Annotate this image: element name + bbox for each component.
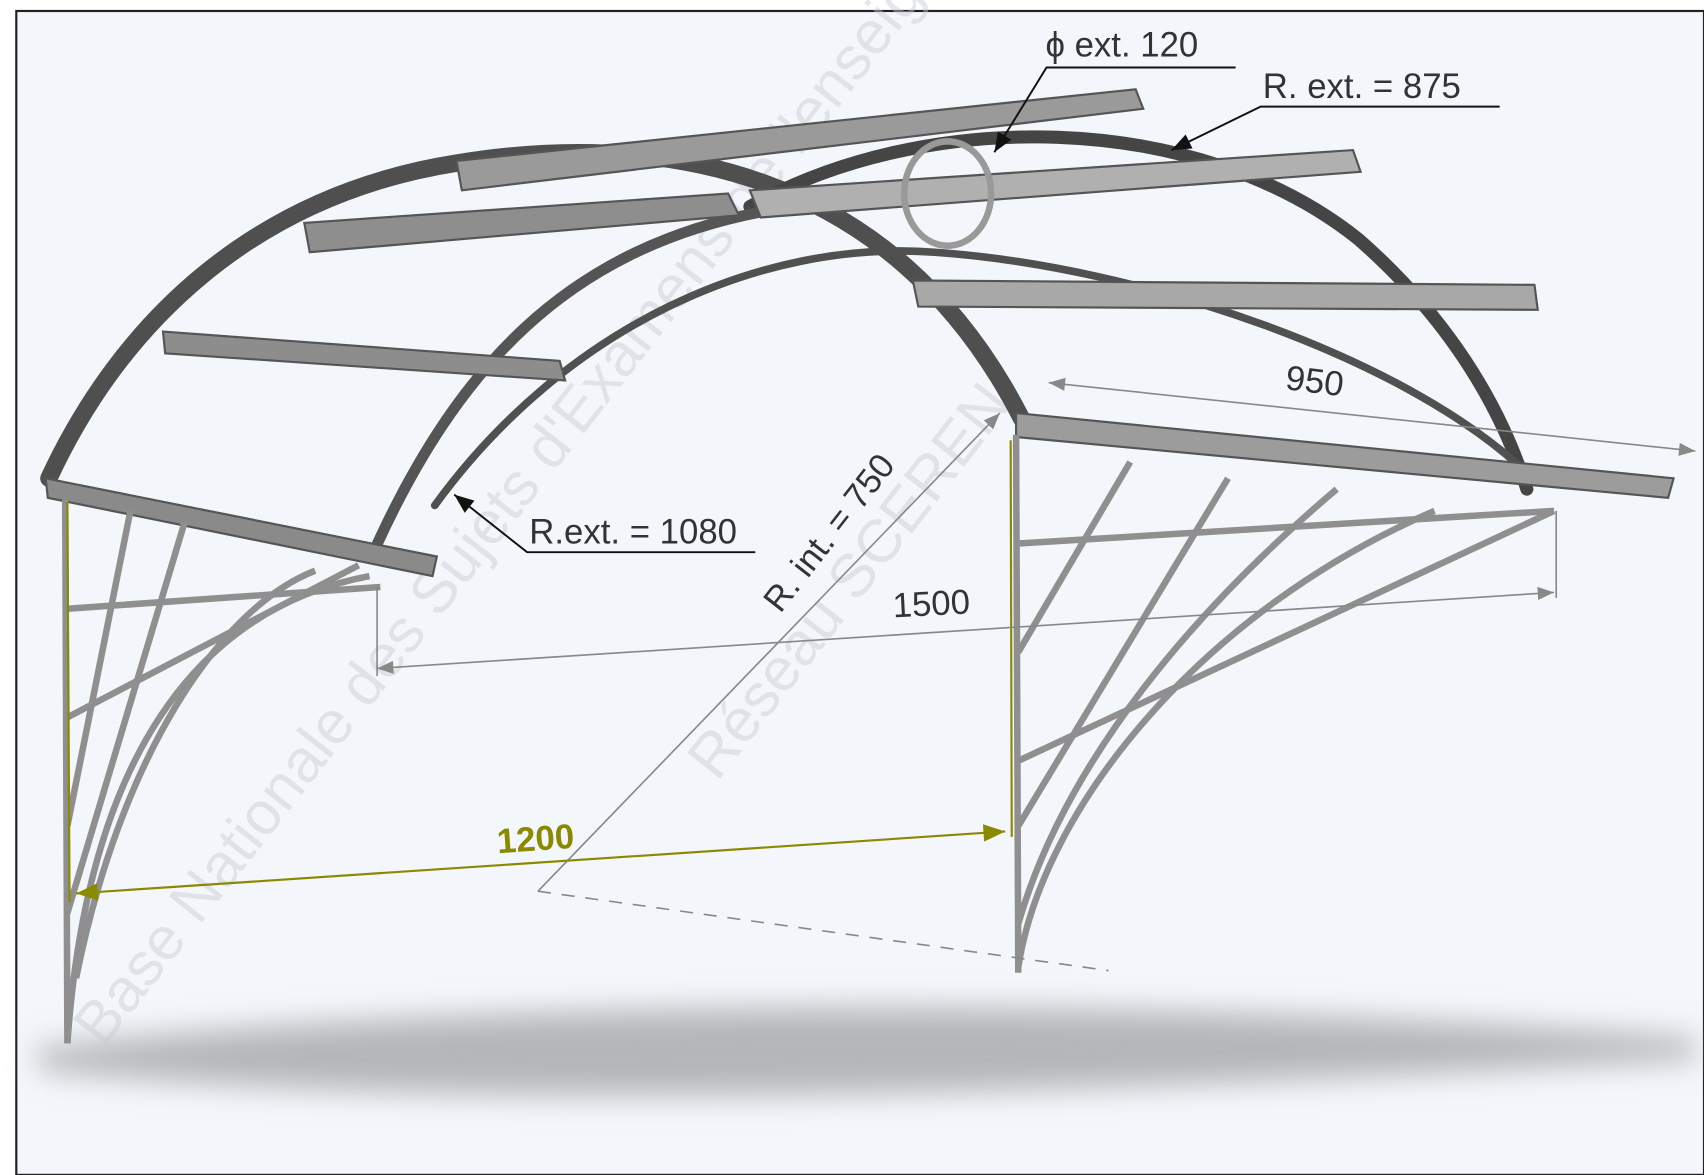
dimension-label: 1500 [892,583,971,625]
leg-edge [1009,440,1013,837]
dimension-label: 1200 [496,818,576,861]
tube-section [900,138,995,249]
shadow [32,1007,1696,1096]
dimension-label: R. ext. = 875 [1263,68,1461,106]
leg-edge [66,502,71,903]
dimension-label: R.ext. = 1080 [529,513,737,551]
dimension-line [75,824,1006,901]
dimension-lines [376,377,1696,972]
dimension-label: 950 [1284,359,1346,404]
dimension-label: ϕ ext. 120 [1045,27,1198,65]
leaders [453,66,1500,554]
